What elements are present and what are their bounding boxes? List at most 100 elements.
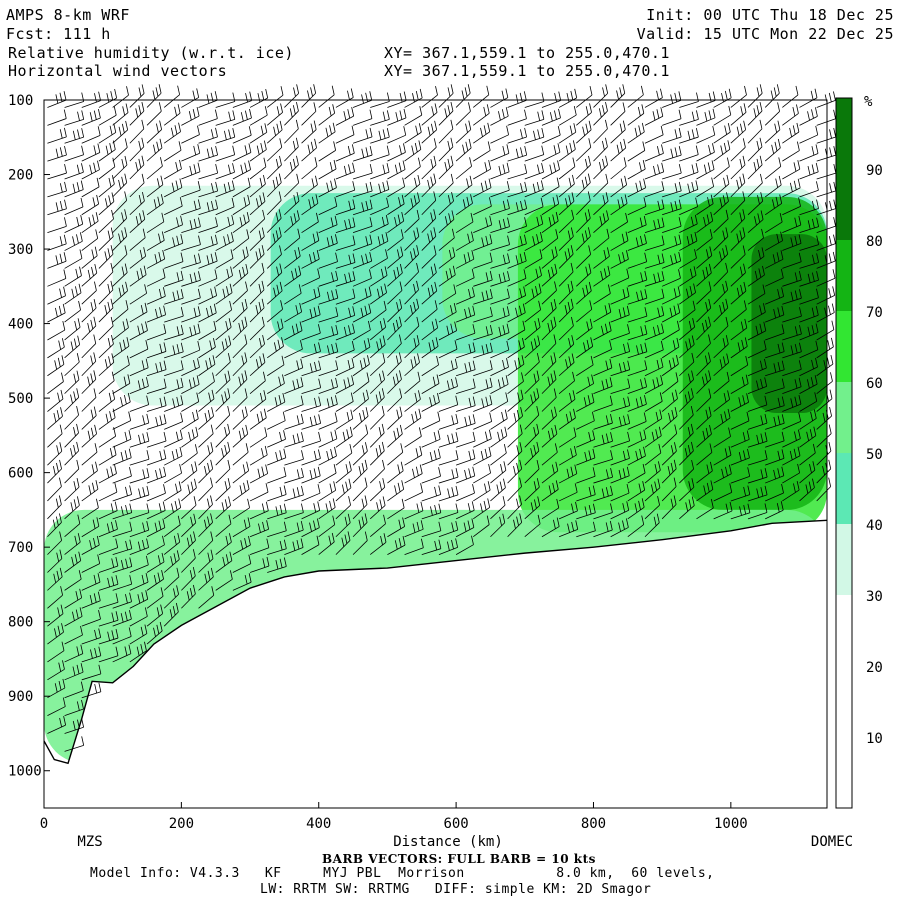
wind-barb-feather	[554, 424, 558, 435]
wind-barb	[610, 369, 630, 377]
wind-barb-feather	[386, 128, 390, 138]
wind-barb	[473, 403, 493, 412]
wind-barb-feather	[485, 235, 489, 245]
wind-barb	[249, 510, 269, 520]
wind-barb	[558, 528, 578, 538]
wind-barb-feather	[153, 574, 157, 585]
wind-barb-feather	[59, 717, 63, 728]
wind-barb	[644, 208, 665, 216]
wind-barb-feather	[764, 468, 768, 478]
wind-barb	[473, 297, 493, 305]
wind-barb	[627, 351, 647, 359]
wind-barb-feather	[283, 521, 287, 531]
wind-barb-feather	[244, 352, 248, 362]
wind-barb	[524, 154, 544, 162]
wind-barb-feather	[326, 398, 330, 408]
wind-barb	[713, 436, 731, 448]
wind-barb-feather	[500, 429, 504, 439]
wind-barb-feather	[351, 340, 355, 351]
wind-barb-feather	[823, 360, 827, 370]
wind-barb-feather	[378, 427, 382, 437]
wind-barb-feather	[644, 360, 648, 370]
wind-barb-feather	[811, 359, 814, 370]
wind-barb	[129, 292, 147, 305]
wind-barb-feather	[382, 164, 386, 174]
wind-barb-feather	[64, 127, 67, 137]
barb-legend: BARB VECTORS: FULL BARB = 10 kts	[322, 852, 596, 866]
wind-barb-feather	[279, 263, 283, 273]
wind-barb	[524, 189, 544, 198]
wind-barb	[232, 255, 249, 269]
wind-barb-feather	[657, 254, 661, 264]
wind-barb-feather	[623, 397, 626, 407]
wind-barb-feather	[831, 303, 835, 313]
wind-barb	[98, 343, 114, 359]
wind-barb	[335, 115, 354, 126]
wind-barb-feather	[547, 376, 551, 386]
wind-barb-feather	[163, 324, 167, 334]
wind-barb-feather	[555, 480, 559, 490]
wind-barb-feather	[793, 483, 796, 493]
wind-barb	[558, 271, 574, 287]
wind-barb-feather	[155, 469, 158, 480]
wind-barb-feather	[455, 377, 458, 387]
wind-barb-feather	[331, 344, 334, 354]
wind-barb	[215, 275, 233, 287]
wind-barb-feather	[238, 269, 242, 279]
wind-barb-feather	[688, 373, 691, 383]
wind-barb-feather	[569, 411, 573, 421]
wind-barb	[163, 507, 181, 520]
wind-barb	[696, 307, 711, 323]
wind-barb-feather	[63, 286, 66, 296]
wind-barb-feather	[59, 424, 63, 434]
wind-barb-feather	[60, 604, 64, 614]
wind-barb	[98, 510, 118, 520]
wind-barb-feather	[505, 107, 509, 117]
wind-barb-feather	[598, 108, 602, 118]
wind-barb-feather	[296, 360, 300, 370]
wind-barb-feather	[756, 140, 760, 151]
wind-barb-feather	[605, 522, 609, 532]
wind-barb-feather	[110, 245, 114, 255]
wind-barb-feather	[146, 413, 150, 424]
wind-barb	[47, 540, 62, 555]
wind-barb	[661, 363, 679, 377]
wind-barb	[98, 528, 118, 538]
wind-barb-feather	[249, 108, 252, 119]
wind-barb-feather	[587, 395, 591, 405]
wind-barb-feather	[746, 393, 749, 403]
wind-barb-feather	[610, 432, 613, 442]
wind-barb	[249, 97, 268, 108]
wind-barb-feather	[53, 412, 57, 423]
wind-barb-feather	[753, 108, 757, 118]
wind-barb-feather	[642, 160, 646, 170]
wind-barb	[713, 380, 730, 394]
wind-barb	[267, 475, 287, 484]
wind-barb-feather	[588, 227, 591, 237]
wind-barb-feather	[231, 232, 234, 242]
wind-barb-feather	[810, 411, 813, 421]
wind-barb	[232, 361, 248, 377]
wind-barb-feather	[618, 522, 621, 532]
wind-barb-feather	[278, 376, 282, 386]
wind-barb-feather	[258, 230, 262, 240]
wind-barb-feather	[313, 343, 317, 353]
wind-barb-feather	[215, 127, 218, 137]
wind-barb-feather	[129, 467, 132, 477]
wind-barb	[369, 361, 386, 377]
wind-barb-feather	[291, 270, 294, 280]
wind-barb-feather	[549, 112, 553, 122]
wind-barb	[163, 611, 179, 627]
wind-barb	[369, 486, 386, 502]
wind-barb-feather	[600, 270, 604, 281]
wind-barb-feather	[393, 269, 397, 279]
wind-barb	[81, 581, 101, 591]
wind-barb	[284, 404, 304, 412]
wind-barb-feather	[296, 173, 300, 183]
wind-barb	[524, 432, 540, 448]
wind-barb-feather	[418, 408, 422, 418]
wind-barb-feather	[292, 434, 296, 444]
wind-barb-feather	[215, 163, 219, 174]
wind-barb	[81, 470, 98, 484]
wind-barb	[47, 225, 67, 234]
